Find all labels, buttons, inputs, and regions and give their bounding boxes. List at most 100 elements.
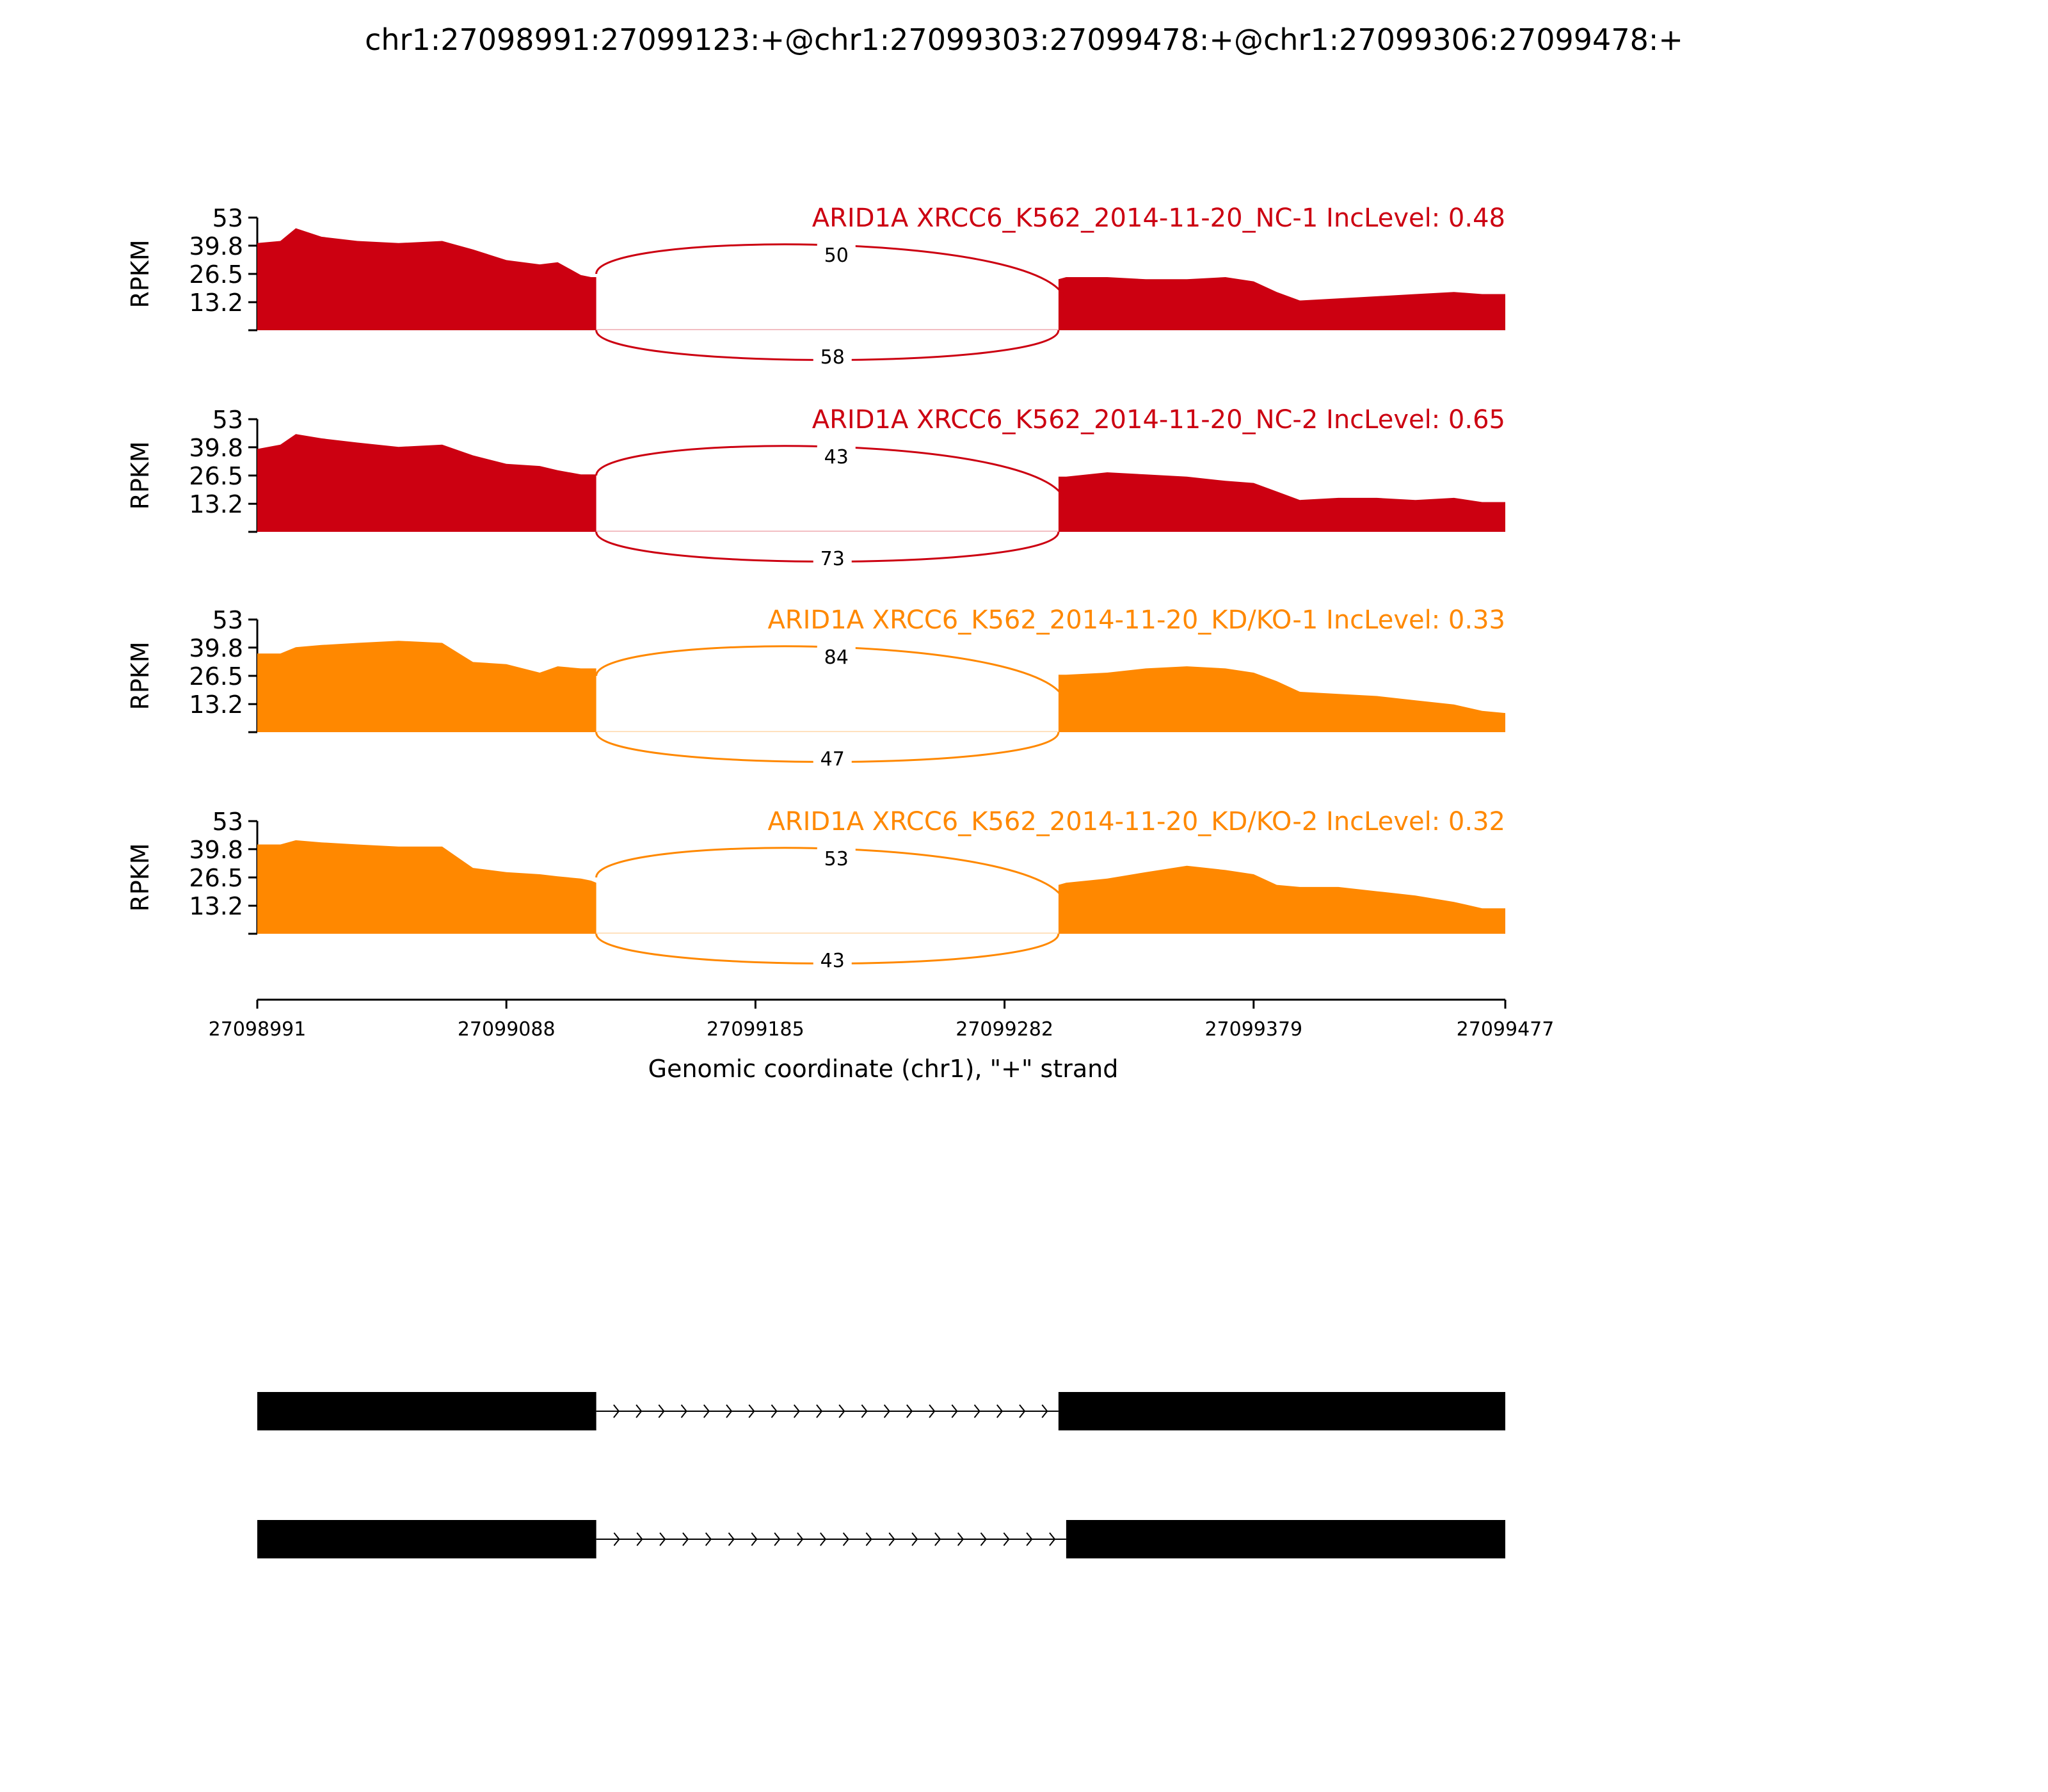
strand-arrow: [771, 1404, 778, 1418]
strand-arrow: [1003, 1532, 1010, 1546]
y-axis-label: RPKM: [126, 641, 154, 710]
strand-arrow: [751, 1532, 758, 1546]
strand-arrow: [658, 1404, 665, 1418]
strand-arrow: [748, 1404, 755, 1418]
strand-arrow: [951, 1404, 958, 1418]
strand-arrow: [996, 1404, 1004, 1418]
y-tick-label: 26.5: [189, 662, 243, 691]
junction-count-bg: [813, 547, 852, 569]
strand-arrow: [861, 1404, 868, 1418]
strand-arrow: [816, 1404, 823, 1418]
coverage-area: [1058, 472, 1505, 532]
junction-count: 84: [824, 646, 849, 669]
strand-arrow: [680, 1404, 687, 1418]
exon-block: [1058, 1392, 1505, 1430]
x-tick-label: 27099185: [707, 1018, 804, 1041]
strand-arrow: [883, 1404, 890, 1418]
strand-arrow: [934, 1532, 941, 1546]
x-tick-label: 27099088: [458, 1018, 556, 1041]
x-tick-label: 27098991: [209, 1018, 307, 1041]
junction-count: 50: [824, 244, 849, 267]
strand-arrow: [728, 1532, 735, 1546]
strand-arrow: [774, 1532, 781, 1546]
strand-arrow: [726, 1404, 733, 1418]
strand-arrow: [865, 1532, 872, 1546]
strand-arrow: [906, 1404, 913, 1418]
x-tick-label: 27099379: [1204, 1018, 1302, 1041]
strand-arrow: [659, 1532, 666, 1546]
junction-count-bg: [817, 646, 856, 668]
y-axis-label: RPKM: [126, 843, 154, 911]
strand-arrow: [1026, 1532, 1033, 1546]
y-tick-label: 26.5: [189, 462, 243, 490]
junction-count: 43: [824, 446, 849, 468]
sample-label: ARID1A XRCC6_K562_2014-11-20_KD/KO-2 Inc…: [767, 807, 1505, 836]
strand-arrow: [957, 1532, 964, 1546]
coverage-area: [1058, 277, 1505, 330]
junction-count-bg: [813, 949, 852, 971]
coverage-area: [257, 434, 596, 532]
gene-model: [257, 1392, 1505, 1430]
strand-arrow: [820, 1532, 827, 1546]
coverage-area: [1058, 865, 1505, 934]
strand-arrow: [911, 1532, 918, 1546]
strand-arrow: [1019, 1404, 1026, 1418]
x-tick-label: 27099282: [956, 1018, 1053, 1041]
strand-arrow: [797, 1532, 804, 1546]
strand-arrow: [703, 1404, 710, 1418]
coverage-area: [257, 228, 596, 330]
coverage-area: [257, 840, 596, 934]
strand-arrow: [838, 1404, 845, 1418]
y-axis-label: RPKM: [126, 239, 154, 308]
y-tick-label: 39.8: [189, 434, 243, 462]
strand-arrow: [842, 1532, 849, 1546]
junction-count: 43: [820, 950, 845, 972]
y-axis-label: RPKM: [126, 441, 154, 509]
coverage-area: [257, 641, 596, 732]
y-tick-label: 13.2: [189, 490, 243, 518]
sample-label: ARID1A XRCC6_K562_2014-11-20_NC-2 IncLev…: [812, 405, 1505, 435]
strand-arrow: [973, 1404, 980, 1418]
strand-arrow: [636, 1404, 643, 1418]
x-axis-label: Genomic coordinate (chr1), "+" strand: [648, 1055, 1119, 1083]
y-tick-label: 53: [212, 808, 243, 836]
junction-count-bg: [813, 748, 852, 769]
strand-arrow: [793, 1404, 800, 1418]
junction-count: 53: [824, 848, 849, 870]
x-tick-label: 27099477: [1457, 1018, 1555, 1041]
strand-arrow: [682, 1532, 689, 1546]
y-tick-label: 26.5: [189, 864, 243, 892]
exon-block: [257, 1392, 596, 1430]
strand-arrow: [613, 1532, 620, 1546]
strand-arrow: [1049, 1532, 1056, 1546]
y-tick-label: 13.2: [189, 892, 243, 920]
strand-arrow: [980, 1532, 987, 1546]
sample-label: ARID1A XRCC6_K562_2014-11-20_NC-1 IncLev…: [812, 204, 1505, 233]
sample-label: ARID1A XRCC6_K562_2014-11-20_KD/KO-1 Inc…: [767, 605, 1505, 635]
y-tick-label: 13.2: [189, 289, 243, 317]
junction-count-bg: [813, 346, 852, 367]
gene-models: [257, 1392, 1505, 1558]
y-tick-label: 26.5: [189, 260, 243, 289]
coverage-area: [1058, 666, 1505, 732]
x-axis: 27098991 27099088 27099185 27099282 27099379…: [209, 998, 1555, 1041]
strand-arrow: [929, 1404, 936, 1418]
junction-count-bg: [817, 445, 856, 467]
y-tick-label: 13.2: [189, 691, 243, 719]
y-tick-label: 39.8: [189, 232, 243, 260]
exon-block: [257, 1520, 596, 1558]
y-tick-label: 53: [212, 204, 243, 232]
strand-arrow: [705, 1532, 712, 1546]
gene-model: [257, 1520, 1505, 1558]
junction-count: 47: [820, 748, 845, 771]
strand-arrow: [888, 1532, 895, 1546]
strand-arrow: [1041, 1404, 1048, 1418]
junction-count: 58: [820, 346, 845, 369]
junction-count: 73: [820, 548, 845, 570]
y-tick-label: 53: [212, 606, 243, 634]
